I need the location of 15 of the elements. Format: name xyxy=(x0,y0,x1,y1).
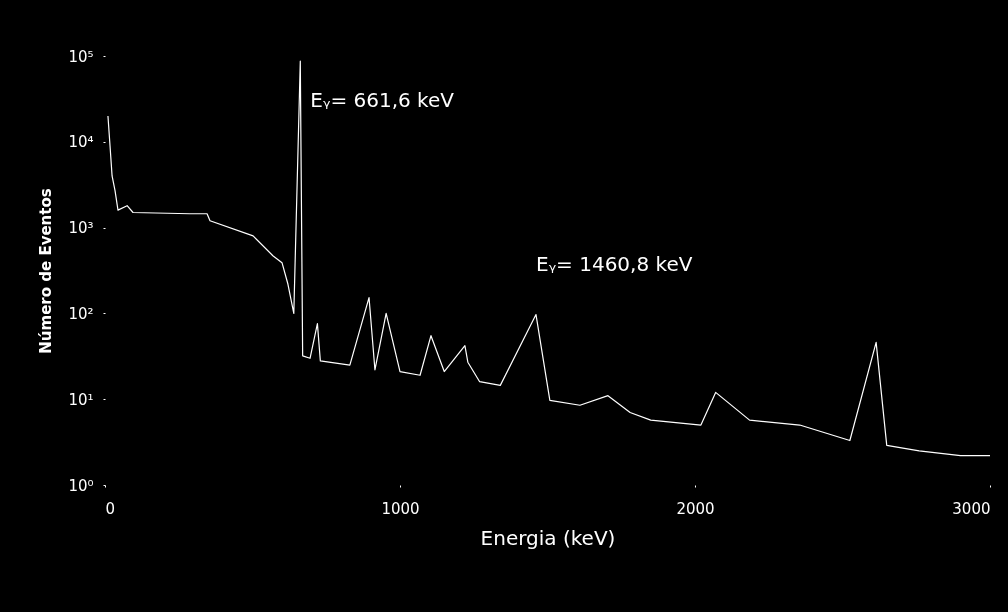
y-axis-title: Número de Eventos xyxy=(37,188,56,354)
line-series xyxy=(107,60,991,457)
annotation: Eᵧ= 1460,8 keV xyxy=(535,251,693,276)
y-tick-label: 10¹ xyxy=(68,390,94,409)
x-axis-title: Energia (keV) xyxy=(480,525,616,550)
y-tick-label: 10⁴ xyxy=(68,133,94,152)
y-tick-label: 10⁰ xyxy=(68,476,94,495)
x-tick-label: 0 xyxy=(105,499,116,518)
x-tick-label: 2000 xyxy=(676,499,715,518)
annotation: Eᵧ= 661,6 keV xyxy=(310,88,455,113)
y-tick-label: 10³ xyxy=(68,219,94,238)
x-tick-label: 3000 xyxy=(952,499,991,518)
y-tick-label: 10² xyxy=(68,304,94,323)
y-tick-label: 10⁵ xyxy=(68,47,94,66)
x-tick-label: 1000 xyxy=(381,499,420,518)
